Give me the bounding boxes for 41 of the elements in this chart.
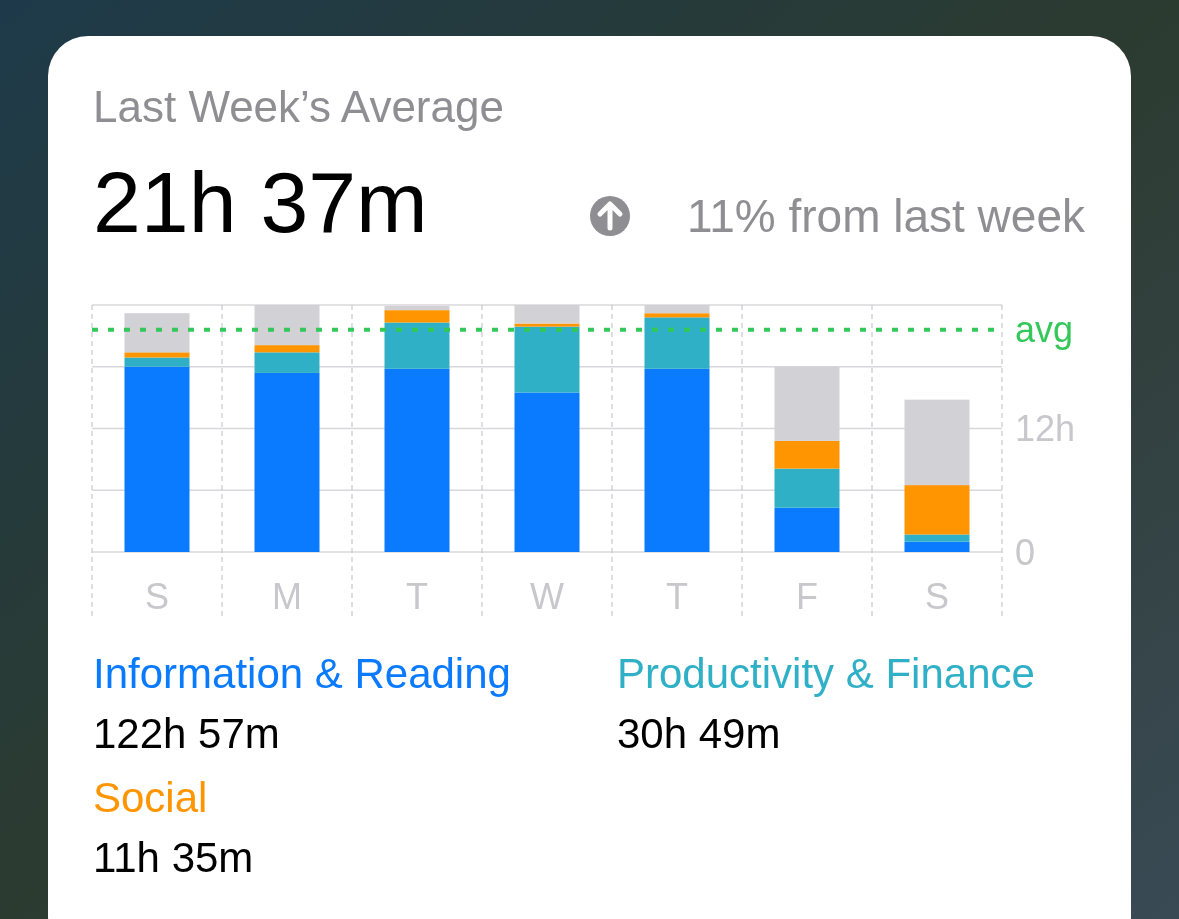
bar	[384, 310, 450, 323]
bar	[904, 541, 970, 552]
bar	[124, 313, 190, 353]
y-tick-label: 0	[1015, 531, 1036, 573]
text: 11h 35m	[93, 834, 254, 881]
bar	[514, 326, 580, 393]
x-tick-label: W	[530, 575, 565, 617]
x-tick-label: S	[144, 575, 170, 617]
bar	[774, 507, 840, 552]
text: 30h 49m	[617, 710, 781, 757]
x-tick-label: T	[406, 575, 428, 617]
text: 11% from last week	[687, 190, 1086, 242]
x-tick-label: T	[666, 575, 688, 617]
bar	[124, 357, 190, 367]
bar	[644, 313, 710, 318]
bar	[514, 392, 580, 552]
bar	[644, 317, 710, 369]
bar	[124, 352, 190, 358]
bar	[254, 352, 320, 373]
bar	[384, 368, 450, 552]
bar	[254, 372, 320, 552]
bar	[644, 368, 710, 552]
text: Information & Reading	[93, 650, 511, 697]
x-tick-label: M	[272, 575, 302, 617]
text: Productivity & Finance	[617, 650, 1035, 697]
text: Social	[93, 774, 208, 821]
bar	[904, 534, 970, 542]
x-tick-label: S	[924, 575, 950, 617]
x-tick-label: F	[796, 575, 818, 617]
bar	[514, 323, 580, 327]
y-tick-label: 12h	[1015, 408, 1076, 450]
chart-title: Last Week’s Average	[93, 82, 504, 131]
bar	[124, 366, 190, 552]
bar	[774, 468, 840, 508]
bar	[904, 485, 970, 535]
bar	[384, 322, 450, 369]
ref-line-label: avg	[1015, 309, 1074, 351]
text: 122h 57m	[93, 710, 280, 757]
bar	[254, 345, 320, 353]
bar	[774, 440, 840, 469]
chart-subtitle: 21h 37m	[93, 154, 428, 250]
